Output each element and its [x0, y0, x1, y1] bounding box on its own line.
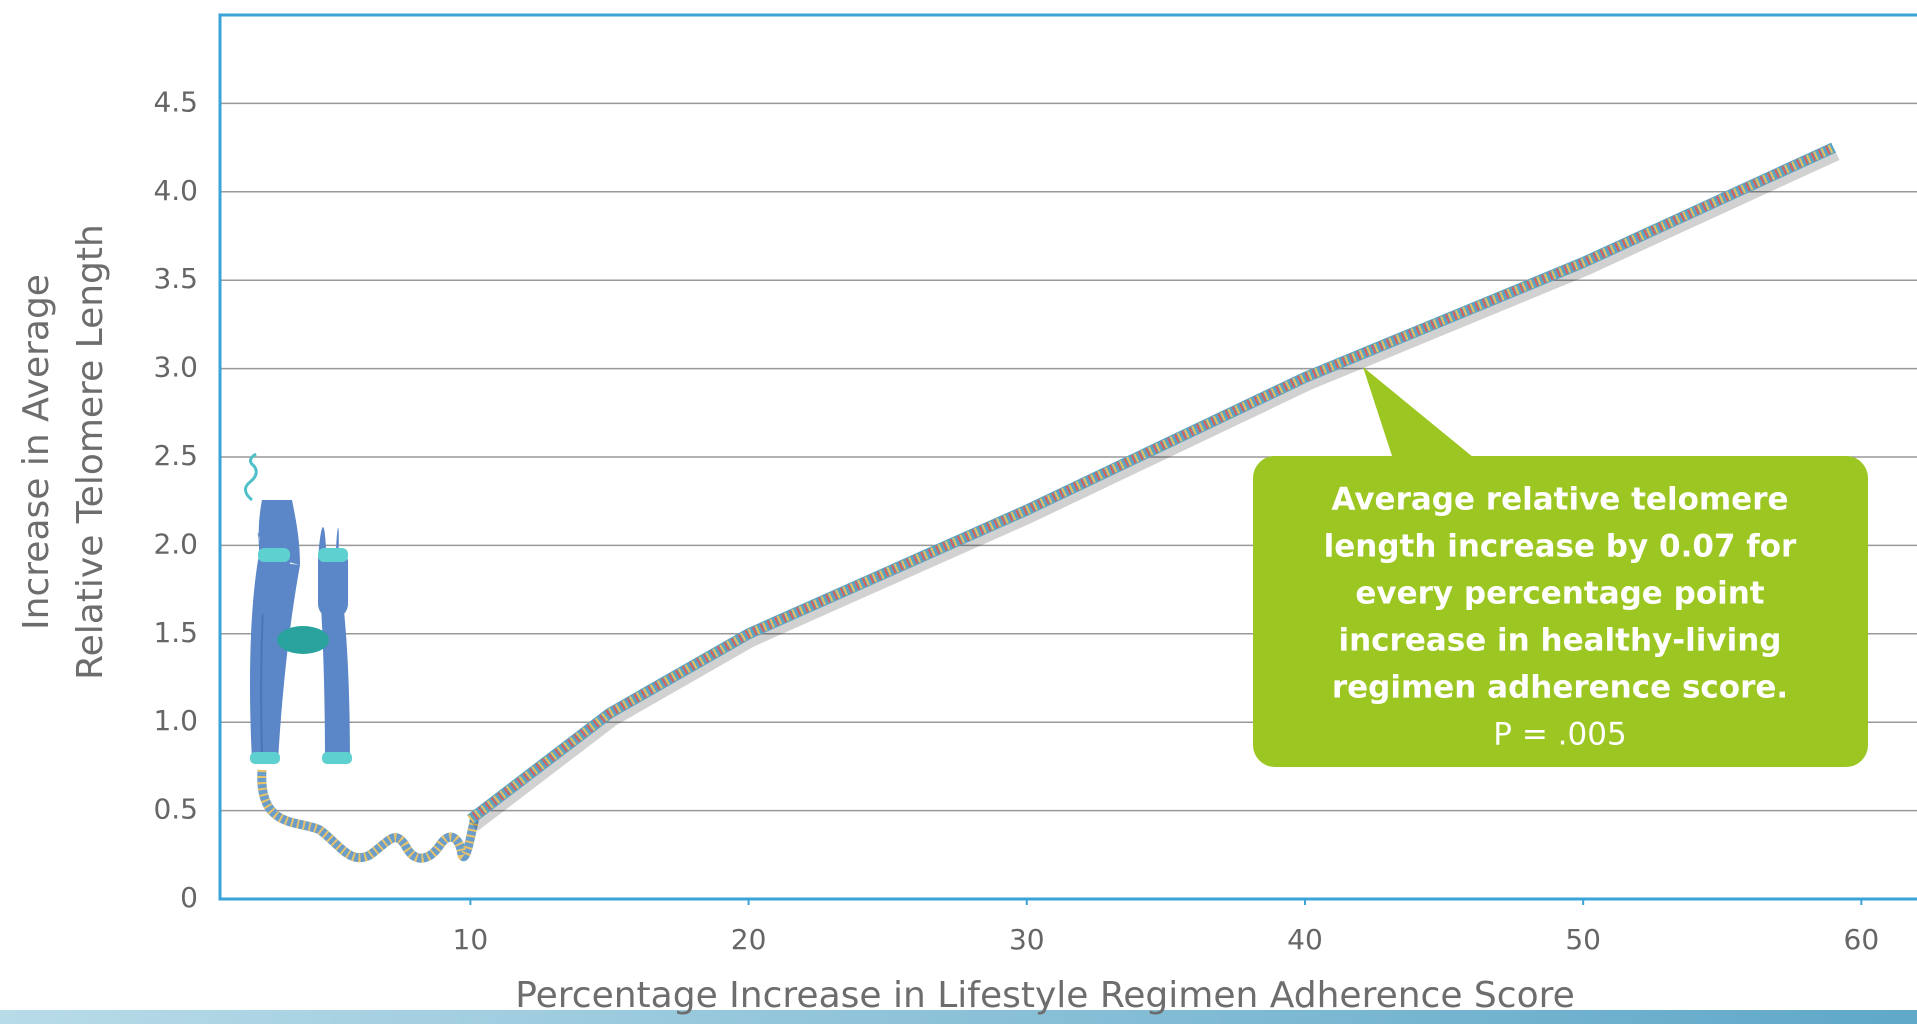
annotation-text: every percentage point — [1355, 576, 1764, 612]
chromosome-icon — [244, 452, 352, 764]
x-tick-label: 30 — [1009, 923, 1045, 956]
annotation-box — [1253, 456, 1868, 767]
y-tick-label: 2.0 — [153, 527, 198, 560]
y-tick-label: 4.5 — [153, 85, 198, 118]
y-tick-label: 2.5 — [153, 439, 198, 472]
annotation-text: length increase by 0.07 for — [1324, 529, 1797, 565]
x-axis-title: Percentage Increase in Lifestyle Regimen… — [515, 975, 1575, 1016]
y-tick-label: 3.5 — [153, 262, 198, 295]
annotation-text: P = .005 — [1493, 717, 1626, 753]
x-tick-label: 40 — [1287, 923, 1323, 956]
y-tick-label: 1.0 — [153, 704, 198, 737]
line-texture — [467, 143, 1836, 824]
line-shadow — [469, 147, 1840, 832]
y-tick-label: 3.0 — [153, 351, 198, 384]
plot-frame — [218, 13, 1917, 901]
y-tick-label: 1.5 — [153, 616, 198, 649]
annotation: Average relative telomere length increase… — [1324, 482, 1797, 753]
annotation-text: regimen adherence score. — [1332, 670, 1788, 706]
annotation-text: Average relative telomere — [1331, 482, 1788, 518]
y-axis-title: Increase in Average — [16, 274, 57, 630]
annotation-text: increase in healthy-living — [1338, 623, 1781, 659]
y-tick-label: 0.5 — [153, 793, 198, 826]
y-tick-label: 4.0 — [153, 174, 198, 207]
x-tick-label: 10 — [453, 923, 489, 956]
x-tick-label: 50 — [1565, 923, 1601, 956]
bottom-band — [0, 1010, 1917, 1024]
dna-strand-texture — [257, 769, 481, 863]
marks — [467, 142, 1840, 832]
y-axis-title: Relative Telomere Length — [70, 224, 111, 680]
annotation-pointer — [1363, 367, 1479, 462]
line-texture — [467, 143, 1836, 824]
y-tick-label: 0 — [180, 881, 198, 914]
x-tick-label: 60 — [1844, 923, 1880, 956]
x-tick-label: 20 — [731, 923, 767, 956]
